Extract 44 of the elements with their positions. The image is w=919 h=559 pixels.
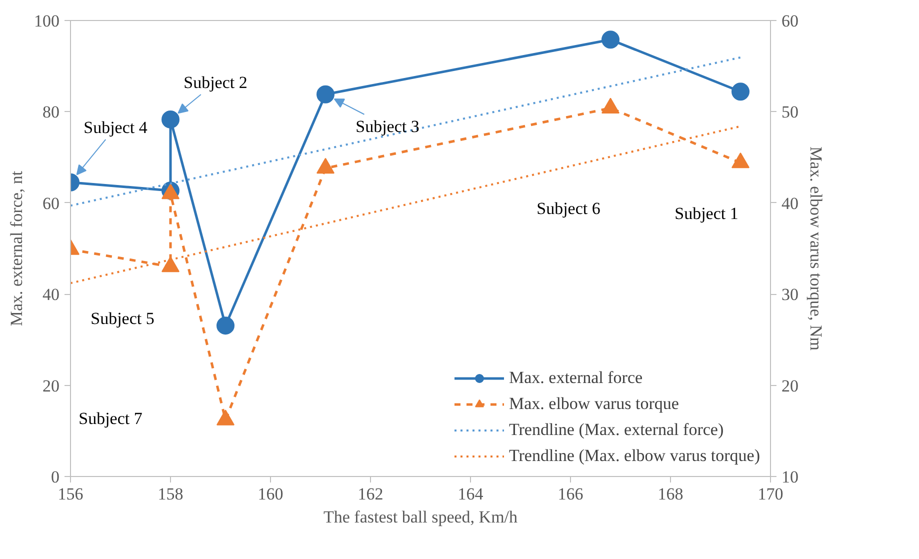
x-axis-title: The fastest ball speed, Km/h xyxy=(323,508,518,526)
annotation: Subject 6 xyxy=(536,199,600,218)
annotation: Subject 2 xyxy=(184,72,248,92)
annotation: Subject 7 xyxy=(78,409,143,428)
annotation: Subject 1 xyxy=(674,204,738,223)
legend-label: Max. external force xyxy=(508,368,643,388)
y2-tick-label: 50 xyxy=(782,102,798,122)
y-tick-label: 60 xyxy=(42,194,60,213)
point xyxy=(732,152,750,168)
point xyxy=(316,85,334,104)
y2-tick-label: 20 xyxy=(782,376,798,396)
y2-tick-label: 10 xyxy=(782,468,798,486)
y2-tick-label: 30 xyxy=(782,285,798,304)
y2-tick-label: 40 xyxy=(782,194,798,213)
y-tick-label: 0 xyxy=(51,468,60,486)
y2-tick-label: 60 xyxy=(782,12,798,30)
point xyxy=(732,82,750,101)
x-tick-label: 164 xyxy=(458,484,484,504)
y-tick-label: 100 xyxy=(34,12,60,30)
legend-label: Trendline (Max. external force) xyxy=(508,420,724,440)
y2-axis-title: Max. elbow varus torque, Nm xyxy=(806,146,826,350)
x-tick-label: 170 xyxy=(758,484,784,504)
y-tick-label: 40 xyxy=(42,285,60,304)
x-tick-label: 162 xyxy=(358,484,384,504)
point xyxy=(602,98,620,114)
annotation: Subject 5 xyxy=(90,309,154,328)
point xyxy=(162,256,180,272)
annotation: Subject 3 xyxy=(356,116,420,136)
y-tick-label: 20 xyxy=(42,376,60,396)
annotation: Subject 4 xyxy=(84,118,148,137)
point xyxy=(216,410,234,426)
y-axis-title: Max. external force, nt xyxy=(7,170,26,326)
legend-label: Trendline (Max. elbow varus torque) xyxy=(508,446,760,466)
point xyxy=(162,110,180,128)
x-tick-label: 166 xyxy=(558,484,584,504)
x-tick-label: 158 xyxy=(158,484,184,504)
y-tick-label: 80 xyxy=(42,102,60,122)
x-tick-label: 160 xyxy=(258,484,284,504)
point xyxy=(216,316,234,335)
point xyxy=(316,158,334,174)
legend-label: Max. elbow varus torque xyxy=(508,394,679,414)
point xyxy=(602,30,620,49)
x-tick-label: 156 xyxy=(58,484,84,504)
x-tick-label: 168 xyxy=(658,484,684,504)
